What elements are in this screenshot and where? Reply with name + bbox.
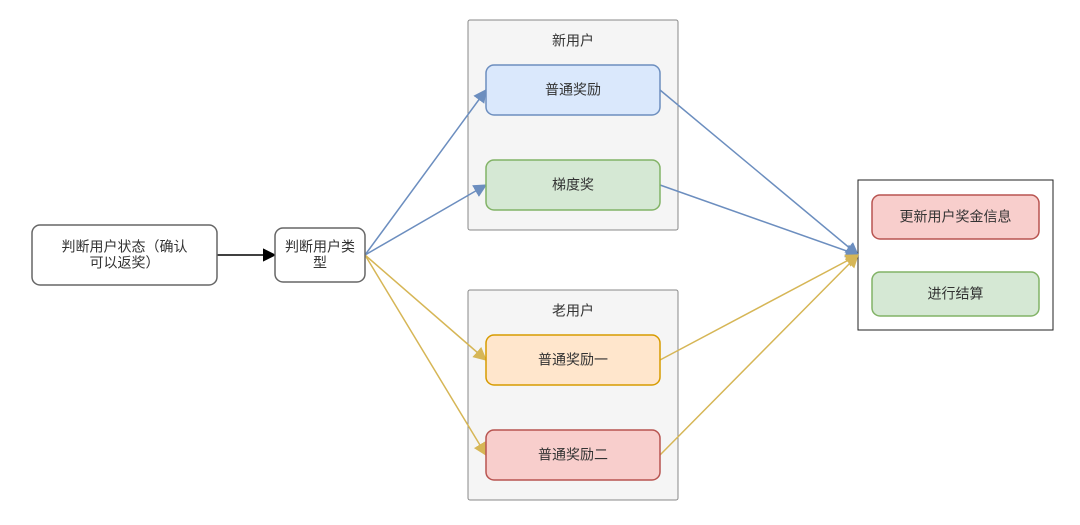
edge-old-normal-reward-1-to-result-group [660,255,858,360]
new-normal-reward: 普通奖励 [486,65,660,115]
old-normal-reward-1: 普通奖励一 [486,335,660,385]
check-type-label-0: 判断用户类 [285,239,355,255]
new-tier-reward-label-0: 梯度奖 [552,177,594,193]
new-tier-reward: 梯度奖 [486,160,660,210]
flowchart-diagram: 新用户老用户 判断用户状态（确认可以返奖） 判断用户类型 普通奖励梯度奖普通奖励一普通… [0,0,1080,525]
new-normal-reward-label-0: 普通奖励 [545,82,601,98]
edge-new-tier-reward-to-result-group [660,185,858,255]
check-type-label-1: 型 [313,255,327,271]
edge-old-normal-reward-2-to-result-group [660,255,858,455]
old-user-group-title: 老用户 [552,303,594,319]
old-normal-reward-2: 普通奖励二 [486,430,660,480]
check-status-label-1: 可以返奖） [90,255,160,271]
update-bonus-info-label-0: 更新用户奖金信息 [900,209,1012,225]
update-bonus-info: 更新用户奖金信息 [872,195,1039,239]
settle-label-0: 进行结算 [928,286,984,302]
old-normal-reward-2-label-0: 普通奖励二 [538,447,608,463]
check-type: 判断用户类型 [275,228,365,282]
new-user-group-title: 新用户 [552,33,594,49]
old-normal-reward-1-label-0: 普通奖励一 [538,352,608,368]
check-status: 判断用户状态（确认可以返奖） [32,225,217,285]
check-status-label-0: 判断用户状态（确认 [62,239,188,255]
settle: 进行结算 [872,272,1039,316]
edge-new-normal-reward-to-result-group [660,90,858,255]
